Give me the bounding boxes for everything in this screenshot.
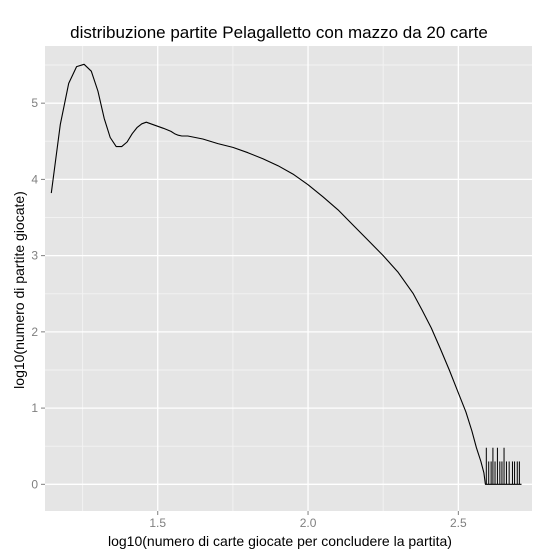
- x-axis: 1.5 2.0 2.5: [149, 511, 467, 530]
- chart-title: distribuzione partite Pelagalletto con m…: [70, 23, 488, 42]
- x-tick-label: 2.0: [300, 516, 317, 530]
- y-tick-label: 2: [31, 325, 38, 339]
- series-line: [50, 63, 522, 485]
- y-axis: 0 1 2 3 4 5: [31, 96, 45, 491]
- y-tick-label: 3: [31, 249, 38, 263]
- y-tick-label: 1: [31, 401, 38, 415]
- y-axis-title: log10(numero di partite giocate): [11, 191, 27, 389]
- y-tick-label: 4: [31, 172, 38, 186]
- x-tick-label: 2.5: [450, 516, 467, 530]
- y-tick-label: 0: [31, 477, 38, 491]
- x-axis-title: log10(numero di carte giocate per conclu…: [108, 533, 452, 549]
- plot-panel: [45, 46, 532, 511]
- series-layer: [50, 63, 522, 485]
- grid-minor: [45, 46, 532, 511]
- y-tick-label: 5: [31, 96, 38, 110]
- grid-major: [45, 46, 532, 511]
- x-tick-label: 1.5: [149, 516, 166, 530]
